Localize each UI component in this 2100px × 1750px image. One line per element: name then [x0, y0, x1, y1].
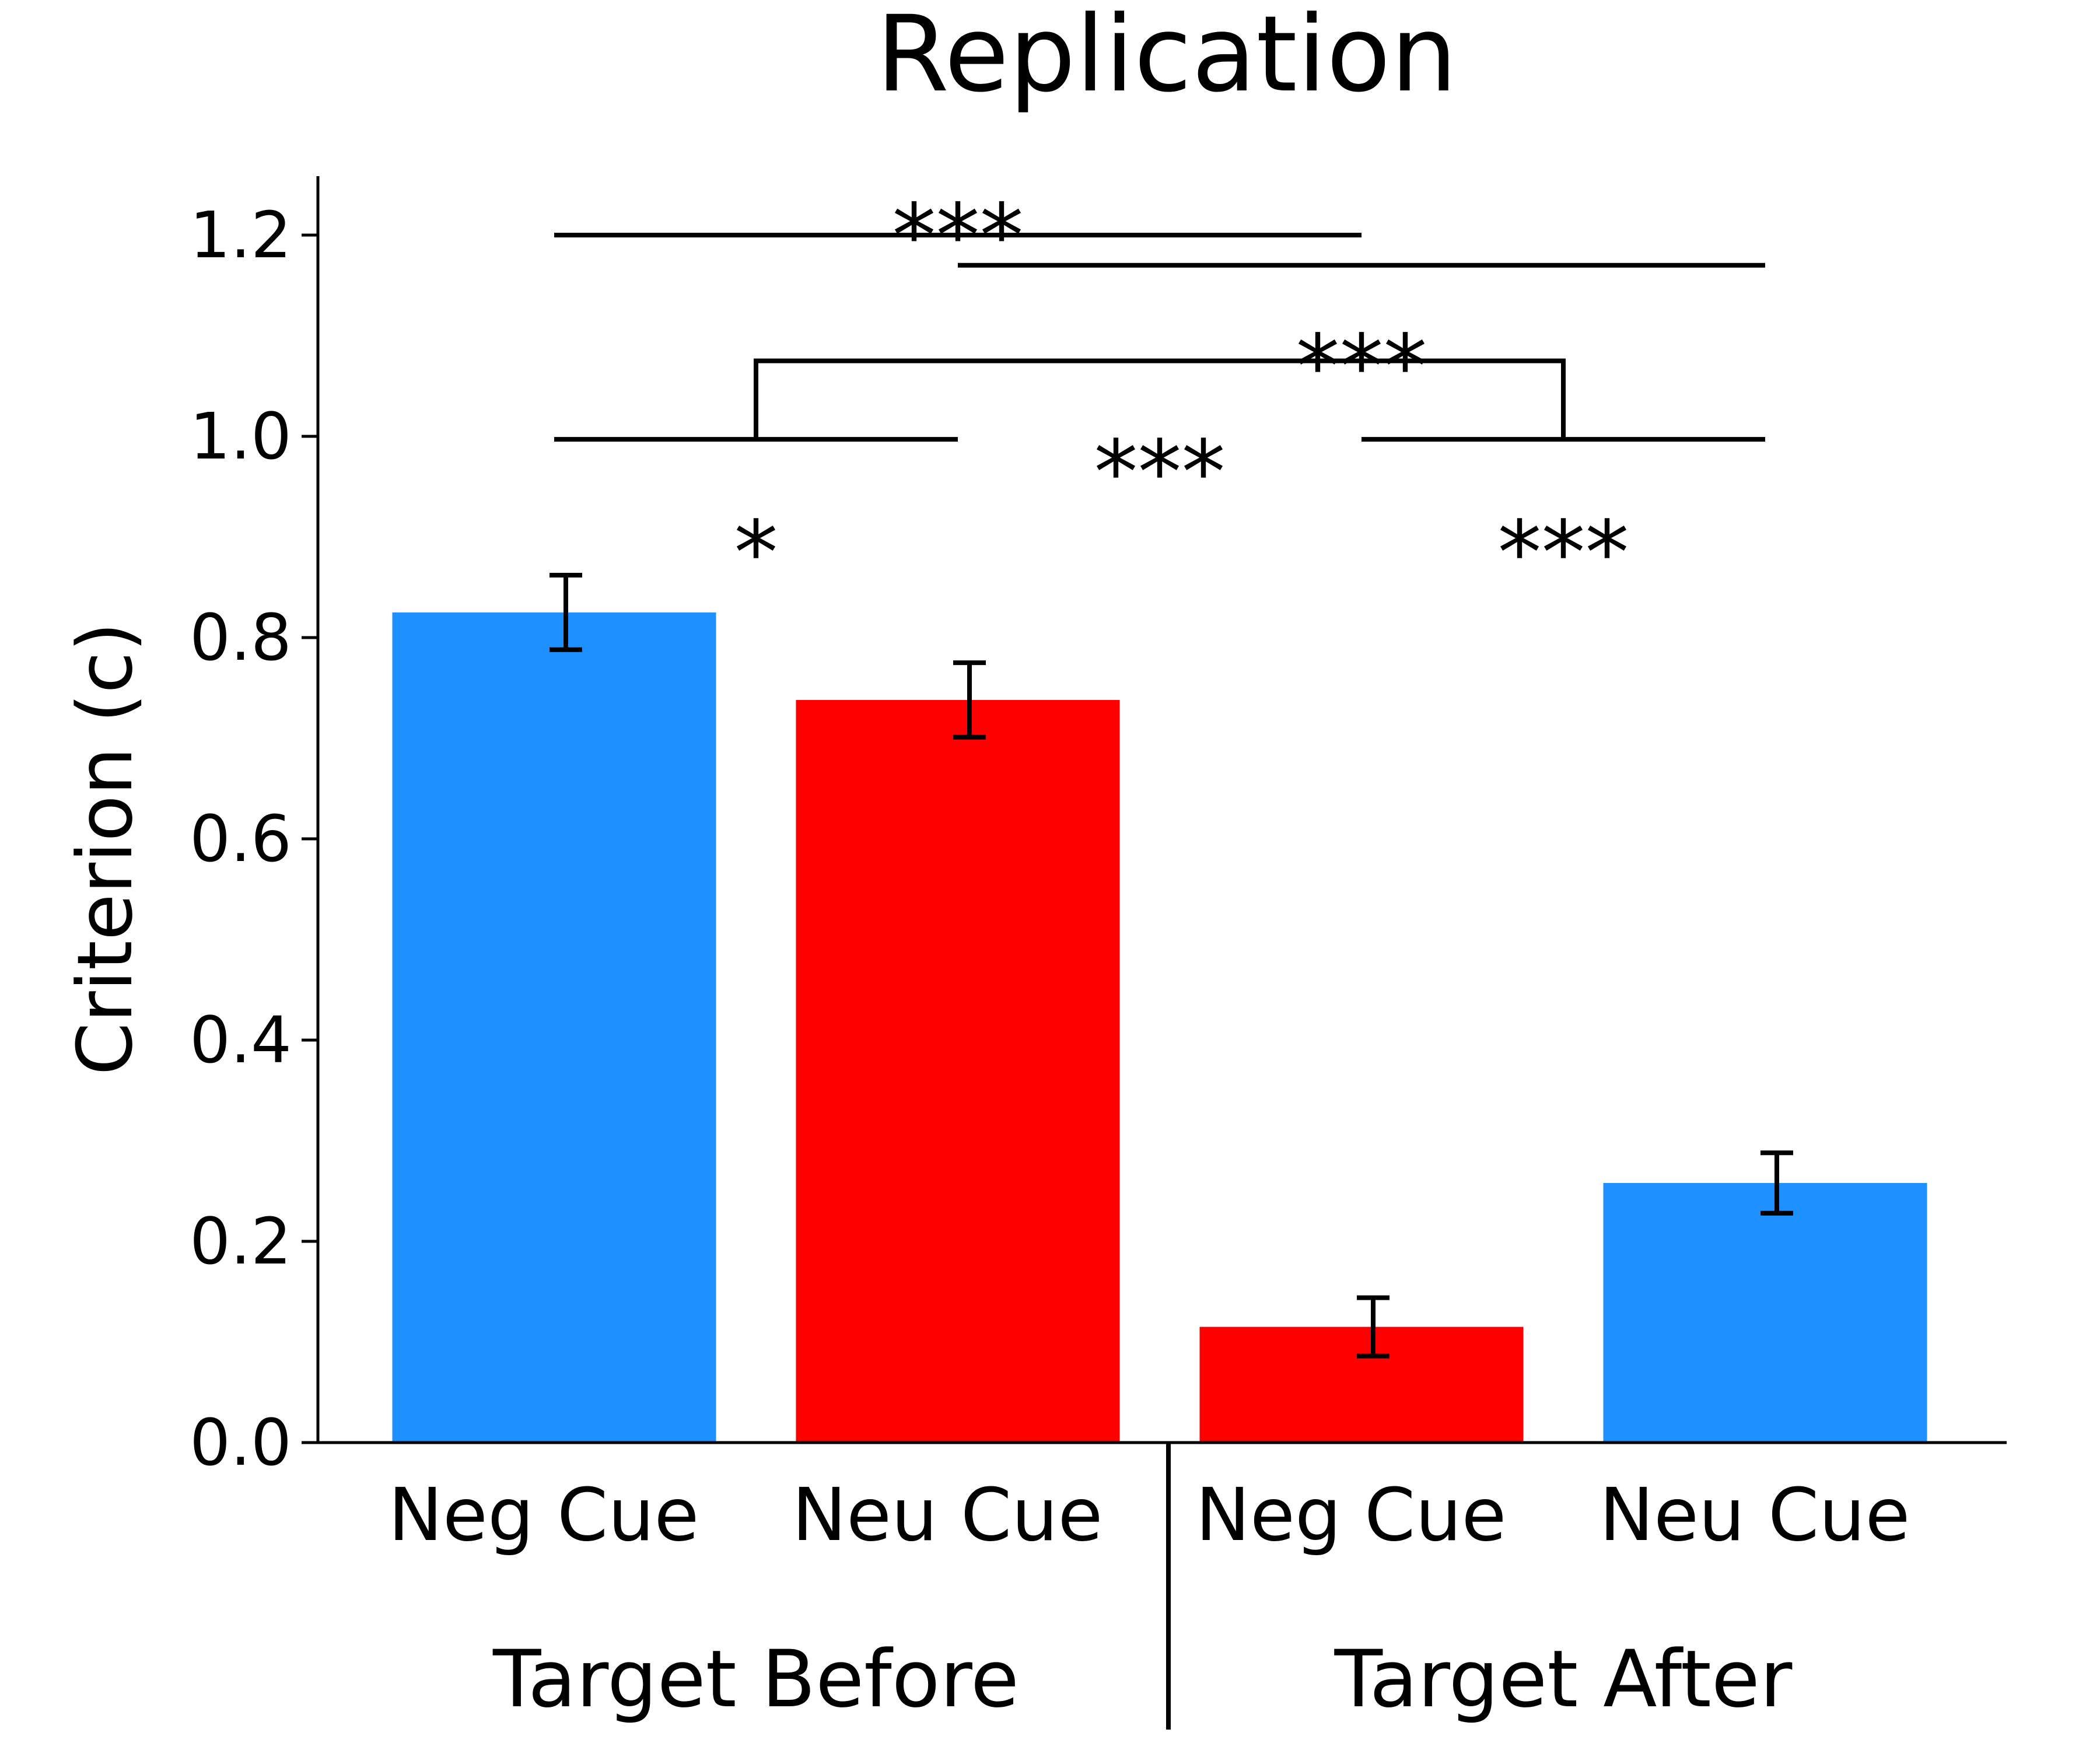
- y-tick-label: 0.6: [190, 802, 292, 876]
- significance-label: *: [734, 503, 778, 604]
- y-axis-label: Criterion (c): [61, 622, 149, 1075]
- y-tick-label: 0.4: [190, 1003, 292, 1077]
- significance-layer: ********** ***: [554, 186, 1765, 604]
- group-label-0: Target Before: [492, 1633, 1019, 1725]
- group-label-1: Target After: [1334, 1633, 1793, 1725]
- error-bars-layer: [550, 573, 1793, 1359]
- y-tick-label: 0.8: [190, 600, 292, 675]
- significance-marker-2: [754, 358, 1566, 440]
- bars-layer: [392, 612, 1927, 1443]
- significance-label: ***: [1498, 503, 1629, 604]
- error-bar-3: [1760, 1150, 1793, 1216]
- y-tick-label: 1.2: [190, 198, 292, 272]
- bar-3: [1603, 1182, 1927, 1443]
- bar-2: [1199, 1326, 1524, 1443]
- significance-bracket: [754, 358, 1566, 440]
- y-tick-label: 1.0: [190, 399, 292, 474]
- category-label-0: Neg Cue: [388, 1473, 699, 1558]
- chart-title: Replication: [876, 0, 1457, 116]
- axes-layer: 0.0 0.2 0.4 0.6 0.8 1.0 1.2 Neg Cue Neu Cue Neg C…: [190, 176, 2007, 1730]
- bar-0: [392, 612, 716, 1443]
- significance-label: ***: [1296, 317, 1427, 418]
- y-tick-label: 0.0: [190, 1405, 292, 1480]
- category-label-1: Neu Cue: [792, 1473, 1103, 1558]
- category-label-2: Neg Cue: [1196, 1473, 1507, 1558]
- error-bar-2: [1357, 1295, 1390, 1359]
- y-tick-label: 0.2: [190, 1204, 292, 1279]
- category-label-3: Neu Cue: [1600, 1473, 1910, 1558]
- error-bar-1: [953, 660, 986, 740]
- significance-label: ***: [1094, 422, 1226, 524]
- error-bar-0: [550, 573, 582, 652]
- bar-1: [796, 699, 1120, 1443]
- significance-label: ***: [892, 186, 1024, 287]
